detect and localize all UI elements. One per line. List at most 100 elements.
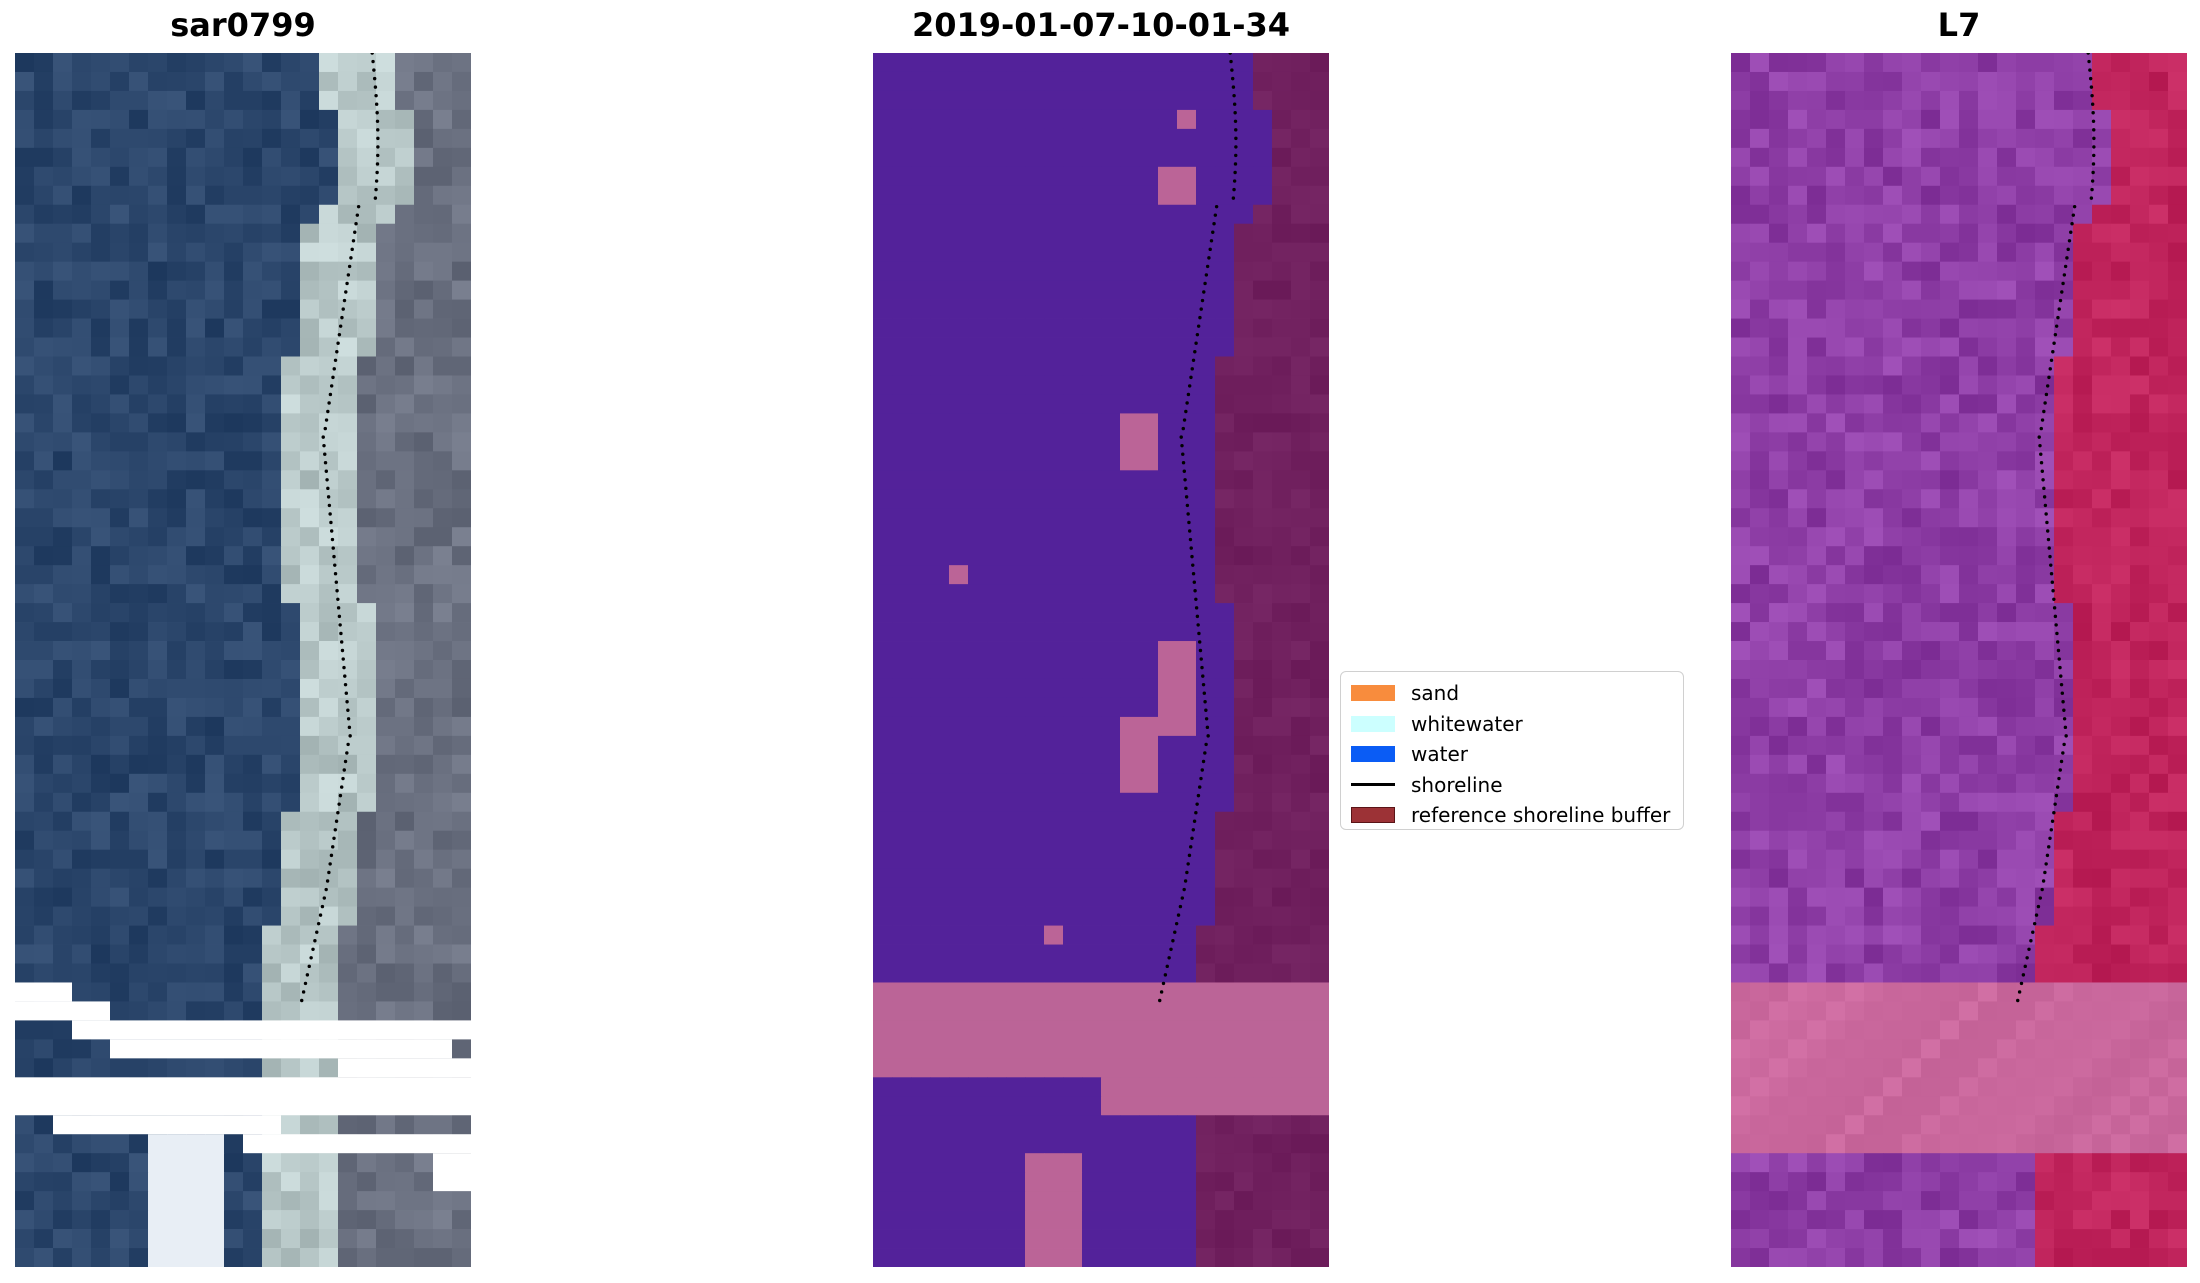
class-pixel bbox=[1253, 1229, 1273, 1249]
index-pixel bbox=[1959, 963, 1979, 983]
index-pixel bbox=[1807, 432, 1827, 452]
image-pixel bbox=[338, 280, 358, 300]
shoreline-point bbox=[1189, 546, 1193, 550]
image-pixel bbox=[15, 299, 35, 319]
class-pixel bbox=[1196, 849, 1216, 870]
index-pixel bbox=[1845, 204, 1865, 225]
index-pixel bbox=[2073, 849, 2093, 870]
shoreline-point bbox=[2092, 145, 2096, 149]
image-pixel bbox=[452, 90, 471, 111]
class-pixel bbox=[1139, 508, 1159, 528]
shoreline-point bbox=[342, 298, 347, 303]
index-pixel bbox=[1731, 1096, 1751, 1116]
shoreline-point bbox=[323, 452, 327, 456]
class-pixel bbox=[1234, 242, 1254, 263]
class-pixel bbox=[1006, 887, 1026, 907]
class-pixel bbox=[873, 1096, 893, 1116]
image-pixel bbox=[433, 356, 453, 376]
image-pixel bbox=[72, 413, 92, 433]
class-pixel bbox=[1025, 603, 1045, 623]
index-pixel bbox=[1731, 584, 1751, 604]
shoreline-point bbox=[346, 717, 351, 721]
nodata-region bbox=[15, 1001, 110, 1021]
class-pixel bbox=[892, 868, 912, 889]
index-pixel bbox=[1826, 223, 1846, 244]
image-pixel bbox=[110, 109, 130, 130]
class-pixel bbox=[949, 470, 969, 490]
class-pixel bbox=[1139, 1115, 1159, 1135]
class-pixel bbox=[1215, 109, 1235, 130]
class-pixel bbox=[911, 261, 931, 282]
image-pixel bbox=[186, 963, 206, 983]
image-pixel bbox=[129, 242, 149, 263]
class-pixel bbox=[911, 1172, 931, 1192]
index-pixel bbox=[2054, 166, 2074, 187]
index-pixel bbox=[2168, 1058, 2187, 1078]
image-pixel bbox=[243, 716, 263, 737]
index-pixel bbox=[2054, 1115, 2074, 1135]
class-pixel bbox=[1025, 242, 1045, 263]
index-pixel bbox=[1731, 716, 1751, 737]
shoreline-point bbox=[311, 947, 315, 951]
index-pixel bbox=[1731, 792, 1751, 813]
index-pixel bbox=[2073, 982, 2093, 1002]
index-pixel bbox=[1731, 508, 1751, 528]
index-pixel bbox=[1826, 470, 1846, 490]
index-pixel bbox=[1883, 906, 1903, 926]
index-pixel bbox=[1864, 451, 1884, 471]
image-pixel bbox=[15, 1210, 35, 1230]
image-pixel bbox=[205, 451, 225, 471]
class-pixel bbox=[1025, 868, 1045, 889]
index-pixel bbox=[2073, 280, 2093, 300]
image-pixel bbox=[319, 792, 339, 813]
image-pixel bbox=[433, 565, 453, 585]
class-pixel bbox=[968, 982, 988, 1002]
index-pixel bbox=[1826, 792, 1846, 813]
index-pixel bbox=[2130, 375, 2150, 395]
image-pixel bbox=[110, 565, 130, 585]
image-pixel bbox=[205, 849, 225, 870]
class-pixel bbox=[873, 71, 893, 92]
class-pixel bbox=[1272, 660, 1292, 680]
image-pixel bbox=[129, 53, 149, 73]
class-pixel bbox=[873, 413, 893, 433]
index-pixel bbox=[2092, 697, 2112, 718]
class-pixel bbox=[987, 147, 1007, 168]
index-pixel bbox=[2073, 1020, 2093, 1040]
index-pixel bbox=[2130, 90, 2150, 111]
index-pixel bbox=[1826, 944, 1846, 964]
shoreline-point bbox=[376, 145, 380, 149]
index-pixel bbox=[1921, 242, 1941, 263]
index-pixel bbox=[1826, 830, 1846, 851]
class-pixel bbox=[1044, 641, 1064, 661]
class-pixel bbox=[987, 603, 1007, 623]
class-pixel bbox=[1006, 299, 1026, 319]
image-pixel bbox=[300, 622, 320, 642]
image-pixel bbox=[243, 584, 263, 604]
image-pixel bbox=[357, 261, 377, 282]
index-pixel bbox=[2016, 1001, 2036, 1021]
class-pixel bbox=[1139, 622, 1159, 642]
image-pixel bbox=[34, 660, 54, 680]
shoreline-point bbox=[374, 93, 378, 98]
index-pixel bbox=[1769, 830, 1789, 851]
image-pixel bbox=[243, 280, 263, 300]
class-pixel bbox=[930, 925, 950, 945]
image-pixel bbox=[357, 1115, 377, 1135]
index-pixel bbox=[1807, 128, 1827, 149]
index-pixel bbox=[2092, 375, 2112, 395]
image-pixel bbox=[129, 982, 149, 1002]
image-pixel bbox=[110, 223, 130, 244]
class-pixel bbox=[968, 565, 988, 585]
image-pixel bbox=[205, 470, 225, 490]
class-pixel bbox=[1234, 584, 1254, 604]
class-pixel bbox=[1158, 299, 1178, 319]
index-pixel bbox=[2130, 223, 2150, 244]
index-pixel bbox=[2130, 773, 2150, 794]
shoreline-point bbox=[1208, 247, 1212, 252]
index-pixel bbox=[1902, 53, 1922, 73]
index-pixel bbox=[1826, 754, 1846, 775]
index-pixel bbox=[1883, 944, 1903, 964]
image-pixel bbox=[53, 1153, 73, 1173]
class-pixel bbox=[1158, 811, 1178, 832]
